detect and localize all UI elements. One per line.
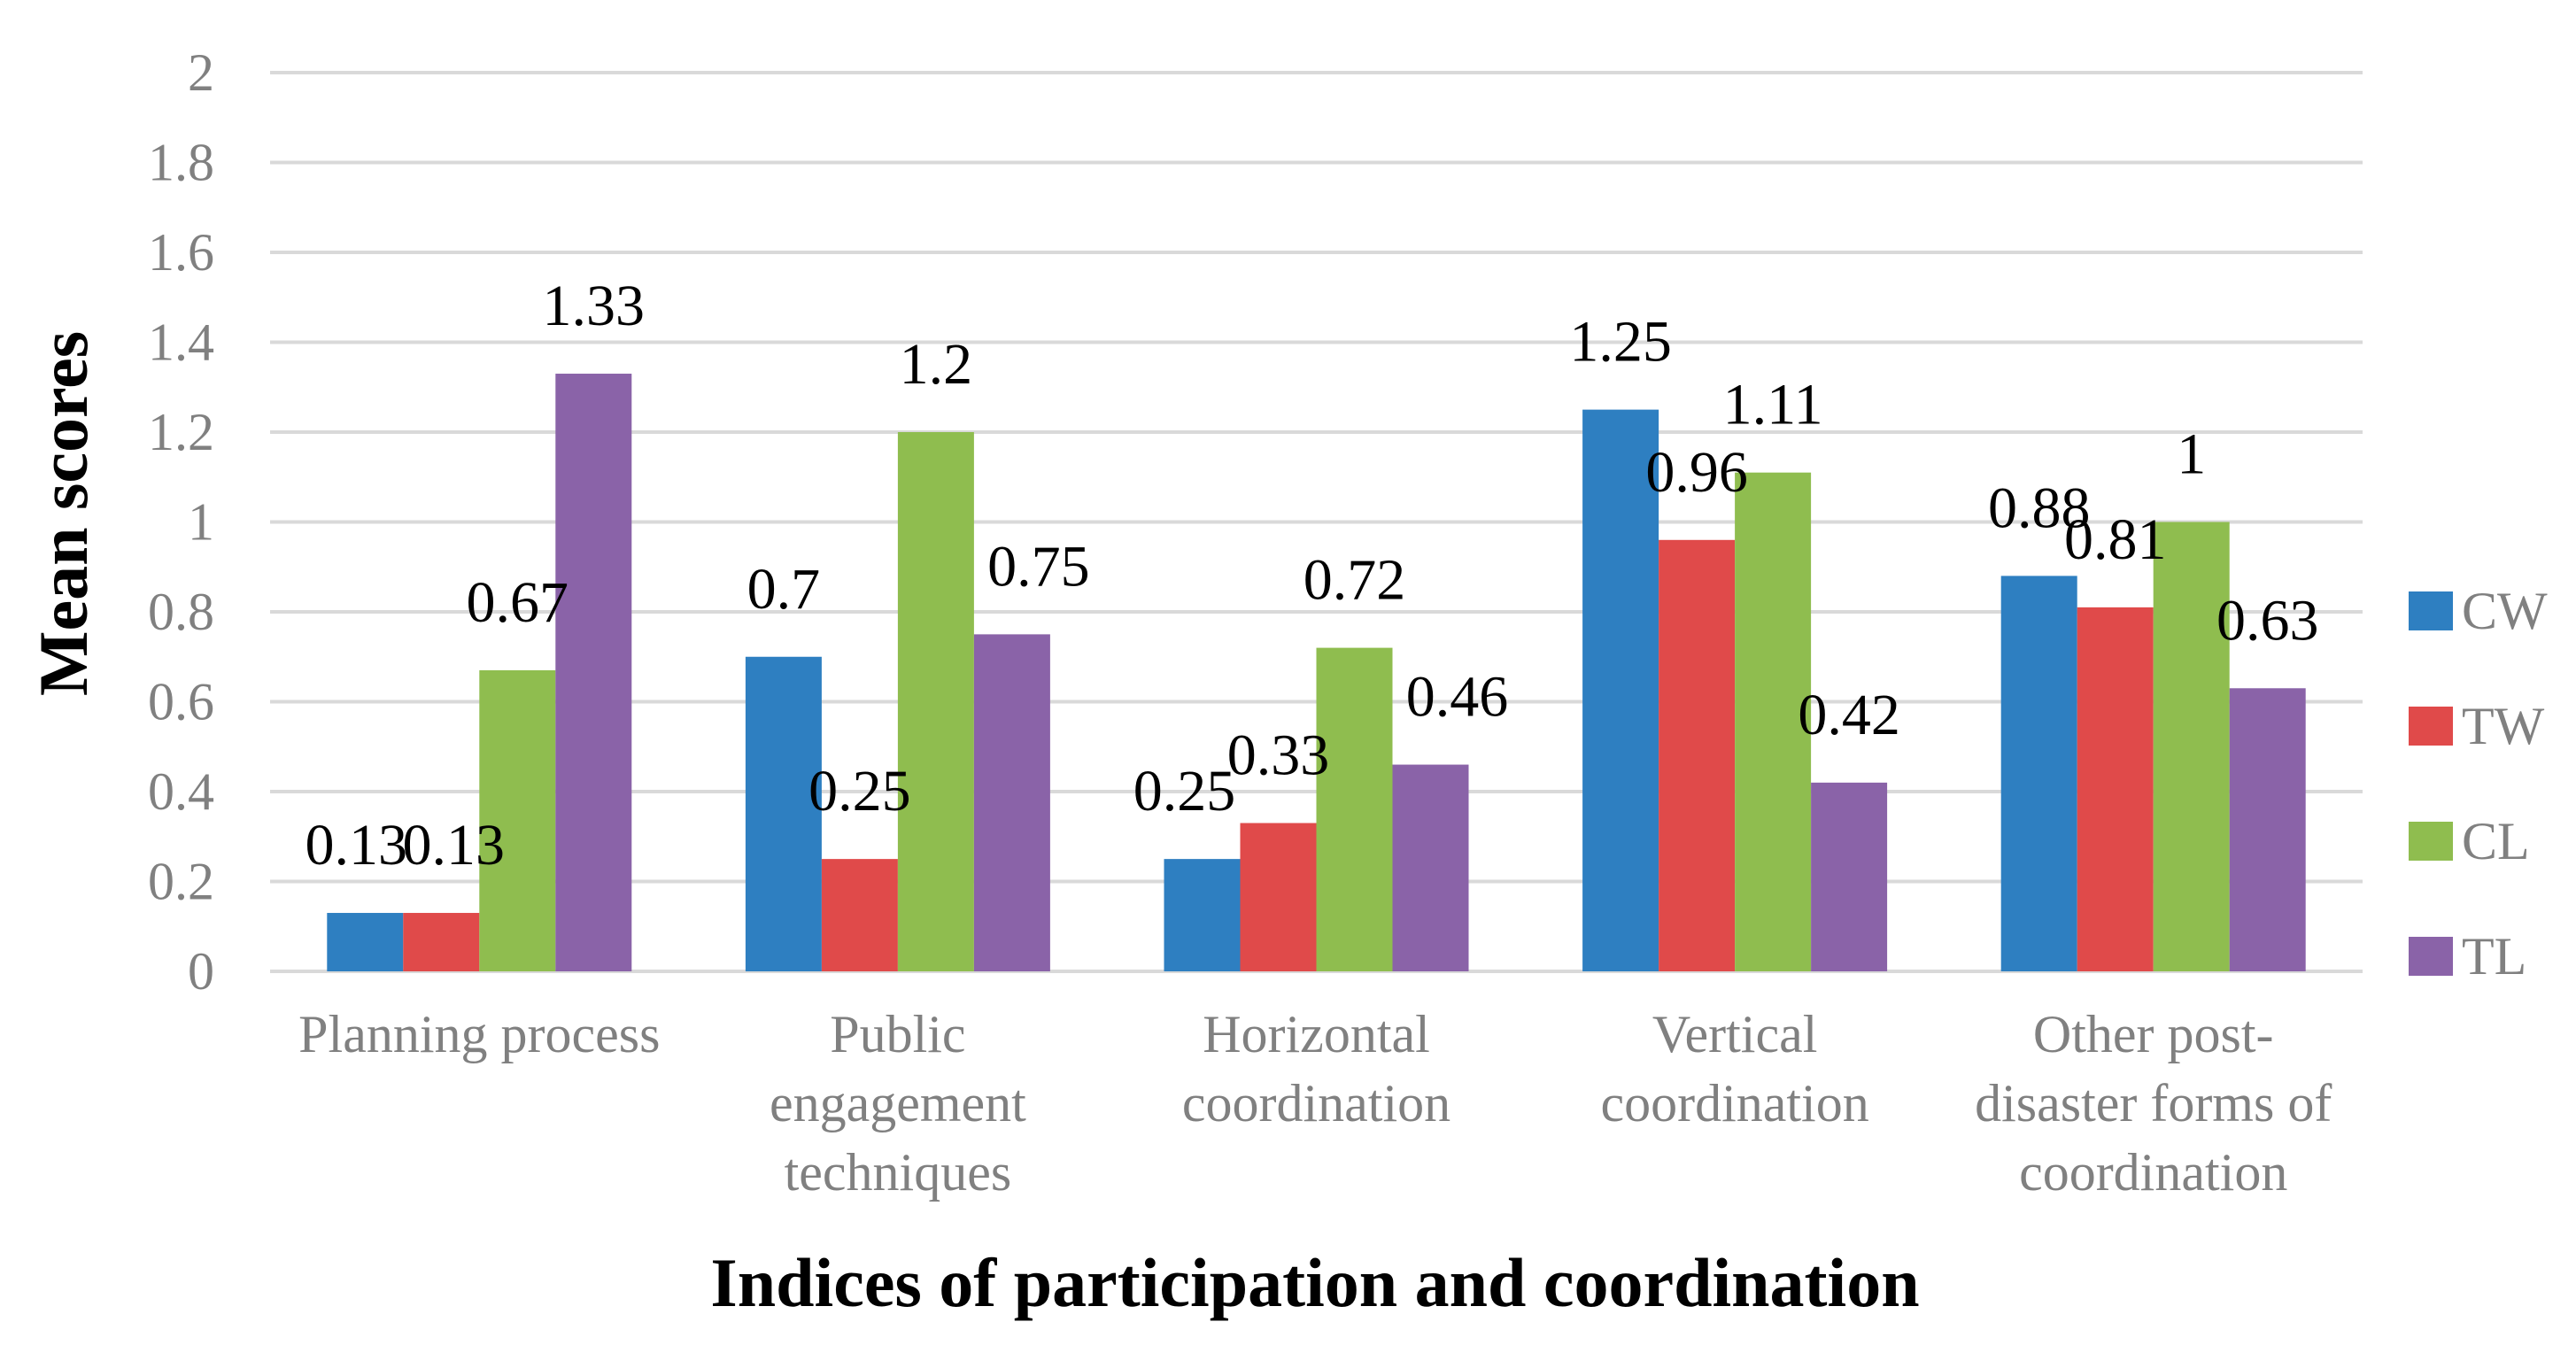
bar-cw [1582, 409, 1659, 971]
data-labels: 0.130.130.671.330.70.251.20.750.250.330.… [306, 274, 2319, 877]
x-axis-title: Indices of participation and coordinatio… [710, 1244, 1919, 1321]
data-label: 0.75 [987, 534, 1090, 599]
bars [327, 374, 2306, 971]
bar-tl [1811, 782, 1888, 971]
y-axis-ticks: 0 0.2 0.4 0.6 0.8 1 1.2 1.4 1.6 1.8 2 [148, 43, 214, 1001]
y-tick-label: 1 [188, 493, 214, 552]
data-label: 0.25 [1133, 759, 1236, 823]
legend-swatch-tw [2409, 707, 2453, 746]
legend-label: CW [2462, 582, 2548, 640]
bar-tw [821, 859, 898, 971]
data-label: 0.7 [747, 557, 821, 622]
y-tick-label: 0.2 [148, 853, 214, 911]
data-label: 0.33 [1227, 723, 1330, 788]
category-label: engagement [770, 1074, 1026, 1132]
bar-cw [2000, 576, 2077, 971]
bar-tl [555, 374, 632, 971]
bar-tw [1659, 539, 1736, 971]
category-label: coordination [1182, 1074, 1450, 1132]
bar-tl [2229, 688, 2306, 971]
bar-tw [1240, 823, 1317, 971]
data-label: 0.63 [2216, 588, 2319, 653]
y-tick-label: 0.6 [148, 673, 214, 731]
y-tick-label: 2 [188, 43, 214, 102]
legend-swatch-tl [2409, 937, 2453, 976]
category-label: coordination [1600, 1074, 1868, 1132]
category-label: disaster forms of [1975, 1074, 2332, 1132]
data-label: 0.67 [467, 570, 569, 635]
legend-swatch-cl [2409, 822, 2453, 861]
data-label: 0.72 [1303, 548, 1406, 613]
data-label: 0.13 [306, 813, 408, 877]
bar-cl [2153, 522, 2230, 971]
category-label: Planning process [298, 1005, 660, 1063]
legend: CW TW CL TL [2409, 582, 2548, 986]
data-label: 0.42 [1798, 683, 1900, 747]
bar-tl [973, 634, 1050, 971]
bar-cl [897, 432, 974, 971]
data-label: 0.88 [1988, 475, 2091, 540]
bar-tl [1392, 764, 1469, 971]
y-tick-label: 1.8 [148, 134, 214, 192]
bar-cl [1735, 472, 1812, 971]
data-label: 0.81 [2064, 507, 2167, 572]
legend-swatch-cw [2409, 591, 2453, 630]
data-label: 0.46 [1406, 665, 1509, 730]
category-label: techniques [785, 1143, 1012, 1202]
y-tick-label: 1.6 [148, 223, 214, 282]
category-label: Vertical [1652, 1005, 1818, 1063]
bar-cw [327, 913, 404, 971]
y-tick-label: 0 [188, 942, 214, 1001]
data-label: 0.96 [1645, 440, 1748, 505]
legend-label: TW [2462, 697, 2545, 755]
legend-label: CL [2462, 812, 2530, 870]
legend-label: TL [2462, 927, 2526, 986]
category-label: Other post- [2033, 1005, 2274, 1063]
bar-cl [1316, 647, 1393, 971]
category-label: Public [830, 1005, 965, 1063]
data-label: 0.25 [808, 759, 911, 823]
data-label: 0.13 [403, 813, 506, 877]
bar-cw [745, 656, 822, 971]
bar-cw [1164, 859, 1241, 971]
y-tick-label: 1.4 [148, 313, 214, 372]
bar-tw [403, 913, 480, 971]
data-label: 1.33 [543, 274, 646, 338]
y-tick-label: 0.8 [148, 583, 214, 641]
data-label: 1.11 [1723, 373, 1823, 437]
y-tick-label: 0.4 [148, 762, 214, 821]
category-label: coordination [2019, 1143, 2287, 1202]
data-label: 1.2 [900, 332, 973, 397]
bar-cl [479, 669, 556, 971]
data-label: 1 [2177, 422, 2206, 487]
bar-tw [2077, 607, 2154, 971]
x-axis-categories: Planning process Public engagement techniqu… [298, 1005, 2332, 1202]
data-label: 1.25 [1569, 310, 1672, 375]
y-axis-title: Mean scores [25, 331, 102, 696]
category-label: Horizontal [1203, 1005, 1430, 1063]
y-tick-label: 1.2 [148, 403, 214, 461]
